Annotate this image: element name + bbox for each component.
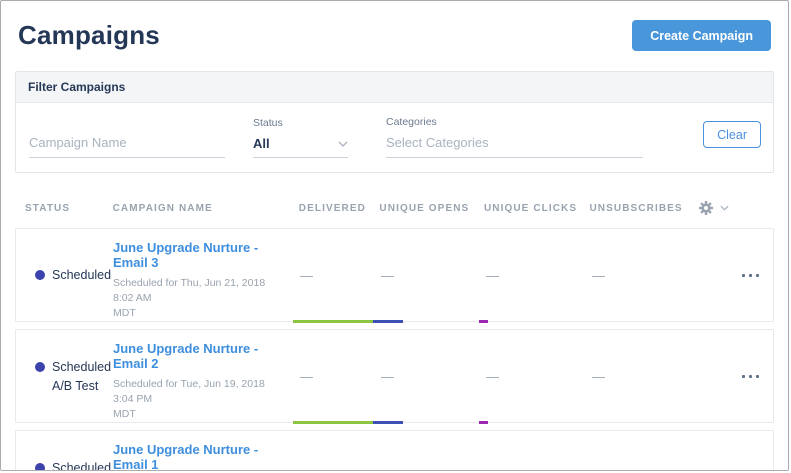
status-cell: Scheduled [16, 268, 113, 282]
status-cell: Scheduled A/B Test [16, 360, 113, 393]
col-header-unique-opens: Unique Opens [379, 203, 484, 214]
opens-progress-bar [373, 421, 403, 424]
status-cell: Scheduled A/B Test [16, 461, 113, 472]
campaign-schedule: Scheduled for Thu, Jun 21, 2018 8:02 AM … [113, 276, 276, 321]
filter-panel: Filter Campaigns Status All Categories [15, 71, 774, 173]
schedule-text: Scheduled for Thu, Jun 21, 2018 8:02 AM [113, 276, 276, 306]
ellipsis-icon [742, 274, 745, 277]
table-row: Scheduled June Upgrade Nurture - Email 3… [15, 228, 774, 322]
row-actions-menu-button[interactable] [738, 274, 773, 277]
campaign-name-link[interactable]: June Upgrade Nurture - Email 1 [113, 442, 276, 471]
filter-panel-title: Filter Campaigns [16, 72, 773, 103]
unique-opens-value: — [381, 268, 486, 283]
opens-progress-bar [373, 320, 403, 323]
campaign-name-cell: June Upgrade Nurture - Email 3 Scheduled… [113, 229, 300, 321]
status-label: Scheduled [52, 360, 111, 374]
unique-clicks-value: — [486, 369, 592, 384]
app-window: Campaigns Create Campaign Filter Campaig… [0, 0, 789, 471]
col-header-unsubscribes: Unsubscribes [589, 203, 698, 214]
delivered-value: — [300, 470, 381, 472]
campaigns-table: Status Campaign Name Delivered Unique Op… [15, 194, 774, 471]
status-dot-icon [35, 362, 45, 372]
campaign-name-link[interactable]: June Upgrade Nurture - Email 3 [113, 240, 276, 270]
clicks-progress-bar [479, 320, 488, 323]
status-label: Scheduled [52, 461, 111, 472]
delivered-progress-bar [293, 320, 373, 323]
status-selected-value: All [253, 136, 270, 151]
clicks-progress-bar [479, 421, 488, 424]
schedule-timezone: MDT [113, 407, 276, 422]
unique-opens-value: — [381, 470, 486, 472]
table-header: Status Campaign Name Delivered Unique Op… [15, 194, 774, 228]
chevron-down-icon [338, 141, 348, 147]
filter-panel-body: Status All Categories Clear [16, 103, 773, 172]
campaign-name-input[interactable] [29, 135, 225, 158]
actions-cell [701, 274, 773, 277]
campaign-name-link[interactable]: June Upgrade Nurture - Email 2 [113, 341, 276, 371]
status-secondary-label: A/B Test [52, 379, 113, 393]
status-dot-icon [35, 463, 45, 472]
categories-field-label: Categories [386, 116, 643, 128]
page-title: Campaigns [18, 20, 160, 51]
col-header-delivered: Delivered [299, 203, 380, 214]
unique-clicks-value: — [486, 268, 592, 283]
unsubscribes-value: — [592, 470, 701, 472]
delivered-value: — [300, 268, 381, 283]
schedule-timezone: MDT [113, 306, 276, 321]
clear-filters-button[interactable]: Clear [703, 121, 761, 148]
delivered-progress-bar [293, 421, 373, 424]
col-header-actions [698, 200, 773, 216]
create-campaign-button[interactable]: Create Campaign [632, 20, 771, 51]
unique-opens-value: — [381, 369, 486, 384]
delivered-value: — [300, 369, 381, 384]
ellipsis-icon [742, 375, 745, 378]
row-actions-menu-button[interactable] [738, 375, 773, 378]
col-header-campaign-name: Campaign Name [113, 203, 299, 214]
table-settings-button[interactable] [698, 200, 729, 216]
col-header-status: Status [16, 203, 113, 214]
chevron-down-icon [720, 205, 729, 211]
page-header: Campaigns Create Campaign [15, 20, 774, 51]
gear-icon [698, 200, 714, 216]
campaign-name-field [29, 135, 225, 158]
actions-cell [701, 375, 773, 378]
campaign-schedule: Scheduled for Tue, Jun 19, 2018 3:04 PM … [113, 377, 276, 422]
campaign-name-cell: June Upgrade Nurture - Email 2 Scheduled… [113, 330, 300, 422]
unique-clicks-value: — [486, 470, 592, 472]
table-row: Scheduled A/B Test June Upgrade Nurture … [15, 430, 774, 471]
status-dot-icon [35, 270, 45, 280]
status-select[interactable]: All [253, 136, 348, 158]
status-field: Status All [253, 117, 348, 158]
status-field-label: Status [253, 117, 348, 129]
unsubscribes-value: — [592, 369, 701, 384]
col-header-unique-clicks: Unique Clicks [484, 203, 590, 214]
campaigns-page: Campaigns Create Campaign Filter Campaig… [1, 20, 788, 471]
campaign-name-cell: June Upgrade Nurture - Email 1 Scheduled… [113, 431, 300, 471]
unsubscribes-value: — [592, 268, 701, 283]
schedule-text: Scheduled for Tue, Jun 19, 2018 3:04 PM [113, 377, 276, 407]
categories-input[interactable] [386, 135, 643, 158]
status-label: Scheduled [52, 268, 111, 282]
table-row: Scheduled A/B Test June Upgrade Nurture … [15, 329, 774, 423]
categories-field: Categories [386, 116, 643, 158]
